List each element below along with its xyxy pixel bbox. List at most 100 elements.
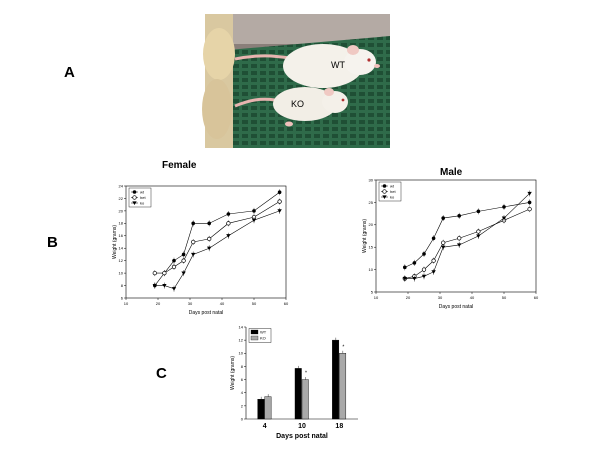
wt-label: WT: [331, 60, 345, 70]
x-tick-label: 20: [406, 295, 411, 300]
data-point-ko: [457, 243, 462, 247]
data-point-het: [181, 258, 186, 263]
data-point-ko: [421, 274, 427, 279]
y-tick-label: 20: [369, 222, 374, 227]
y-tick-label: 0: [241, 416, 244, 421]
x-tick-label: 4: [263, 423, 267, 430]
data-point-ko: [527, 191, 532, 196]
y-tick-label: 2: [241, 403, 244, 408]
legend-label-KO: KO: [260, 336, 266, 341]
bar-WT-4: [257, 399, 265, 420]
x-axis-label: Days post natal: [189, 310, 223, 316]
panel-label-b: B: [47, 234, 58, 251]
legend-marker-wt: [132, 190, 137, 194]
panel-label-c: C: [156, 365, 167, 382]
series-line-wt: [404, 202, 530, 268]
data-point-ko: [501, 216, 507, 221]
series-line-ko: [404, 193, 530, 279]
male-chart-title: Male: [440, 167, 463, 178]
data-point-het: [207, 236, 212, 242]
data-point-ko: [171, 287, 177, 291]
plot-frame: [125, 185, 287, 299]
data-point-wt: [172, 258, 176, 263]
y-tick-label: 10: [239, 351, 244, 356]
data-point-ko: [277, 209, 282, 213]
data-point-wt: [277, 190, 282, 195]
x-tick-label: 50: [502, 295, 507, 300]
y-axis-label: Weight (grams): [112, 225, 118, 259]
x-tick-label: 10: [374, 295, 379, 300]
data-point-wt: [412, 261, 417, 265]
plot-frame: [375, 179, 537, 293]
y-axis-label: Weight (grams): [230, 356, 236, 390]
legend-label-het: het: [140, 195, 146, 200]
bar-KO-10: [301, 379, 309, 420]
x-tick-label: 50: [252, 301, 257, 306]
series-line-wt: [154, 191, 280, 286]
data-point-het: [457, 236, 462, 241]
legend-label-wt: wt: [140, 189, 145, 194]
data-point-wt: [476, 209, 481, 214]
panel-label-a: A: [64, 64, 75, 81]
data-point-wt: [403, 265, 407, 270]
legend-label-ko: ko: [140, 200, 145, 205]
x-axis-label: Days post natal: [439, 304, 473, 310]
y-tick-label: 8: [121, 283, 124, 288]
data-point-ko: [226, 234, 231, 238]
data-point-wt: [431, 236, 436, 241]
x-tick-label: 60: [284, 301, 289, 306]
data-point-het: [191, 239, 196, 245]
x-axis-label: Days post natal: [276, 433, 328, 440]
data-point-het: [171, 264, 177, 270]
data-point-ko: [181, 271, 186, 276]
legend-label-WT: WT: [260, 330, 267, 335]
y-tick-label: 14: [119, 246, 124, 251]
y-tick-label: 10: [119, 271, 124, 276]
legend-marker-ko: [382, 195, 387, 199]
female-weight-chart: 10 20 30 40 50 60 6 8 10 12 14 16 18 20 22 24 Days post …: [112, 183, 289, 316]
legend-label-ko: ko: [390, 194, 395, 199]
data-point-ko: [441, 245, 446, 250]
data-point-ko: [476, 234, 481, 238]
y-tick-label: 12: [119, 258, 124, 263]
legend-marker-het: [382, 189, 387, 194]
legend-marker-het: [132, 195, 137, 200]
data-point-het: [226, 221, 231, 226]
y-tick-label: 20: [119, 208, 124, 213]
bar-KO-4: [264, 396, 272, 420]
x-tick-label: 18: [335, 423, 343, 430]
female-chart-title: Female: [162, 160, 197, 171]
data-point-wt: [441, 216, 445, 220]
y-tick-label: 10: [369, 267, 374, 272]
data-point-ko: [251, 218, 257, 223]
legend-label-het: het: [390, 189, 396, 194]
y-axis-label: Weight (grams): [362, 219, 368, 253]
legend-marker-ko: [132, 201, 137, 205]
legend-label-wt: wt: [390, 183, 395, 188]
x-tick-label: 10: [124, 301, 129, 306]
bar-WT-18: [332, 339, 340, 420]
data-point-wt: [226, 212, 231, 216]
y-tick-label: 16: [119, 233, 124, 238]
significance-star: *: [342, 344, 344, 350]
data-point-ko: [162, 283, 167, 288]
y-tick-label: 5: [371, 289, 374, 294]
y-tick-label: 30: [369, 177, 374, 182]
data-point-wt: [502, 205, 506, 209]
data-point-wt: [527, 200, 532, 205]
legend-swatch-KO: [250, 335, 259, 341]
y-tick-label: 18: [119, 221, 124, 226]
data-point-het: [152, 270, 157, 276]
data-point-ko: [207, 246, 212, 251]
data-point-het: [476, 229, 481, 234]
series-line-ko: [154, 210, 280, 290]
y-tick-label: 4: [241, 390, 244, 395]
x-tick-label: 60: [534, 295, 539, 300]
data-point-ko: [191, 252, 196, 257]
significance-star: *: [305, 371, 307, 377]
y-tick-label: 6: [241, 377, 244, 382]
x-tick-label: 40: [470, 295, 475, 300]
mice-photo: WT KO: [202, 14, 390, 148]
y-tick-label: 24: [119, 183, 124, 188]
